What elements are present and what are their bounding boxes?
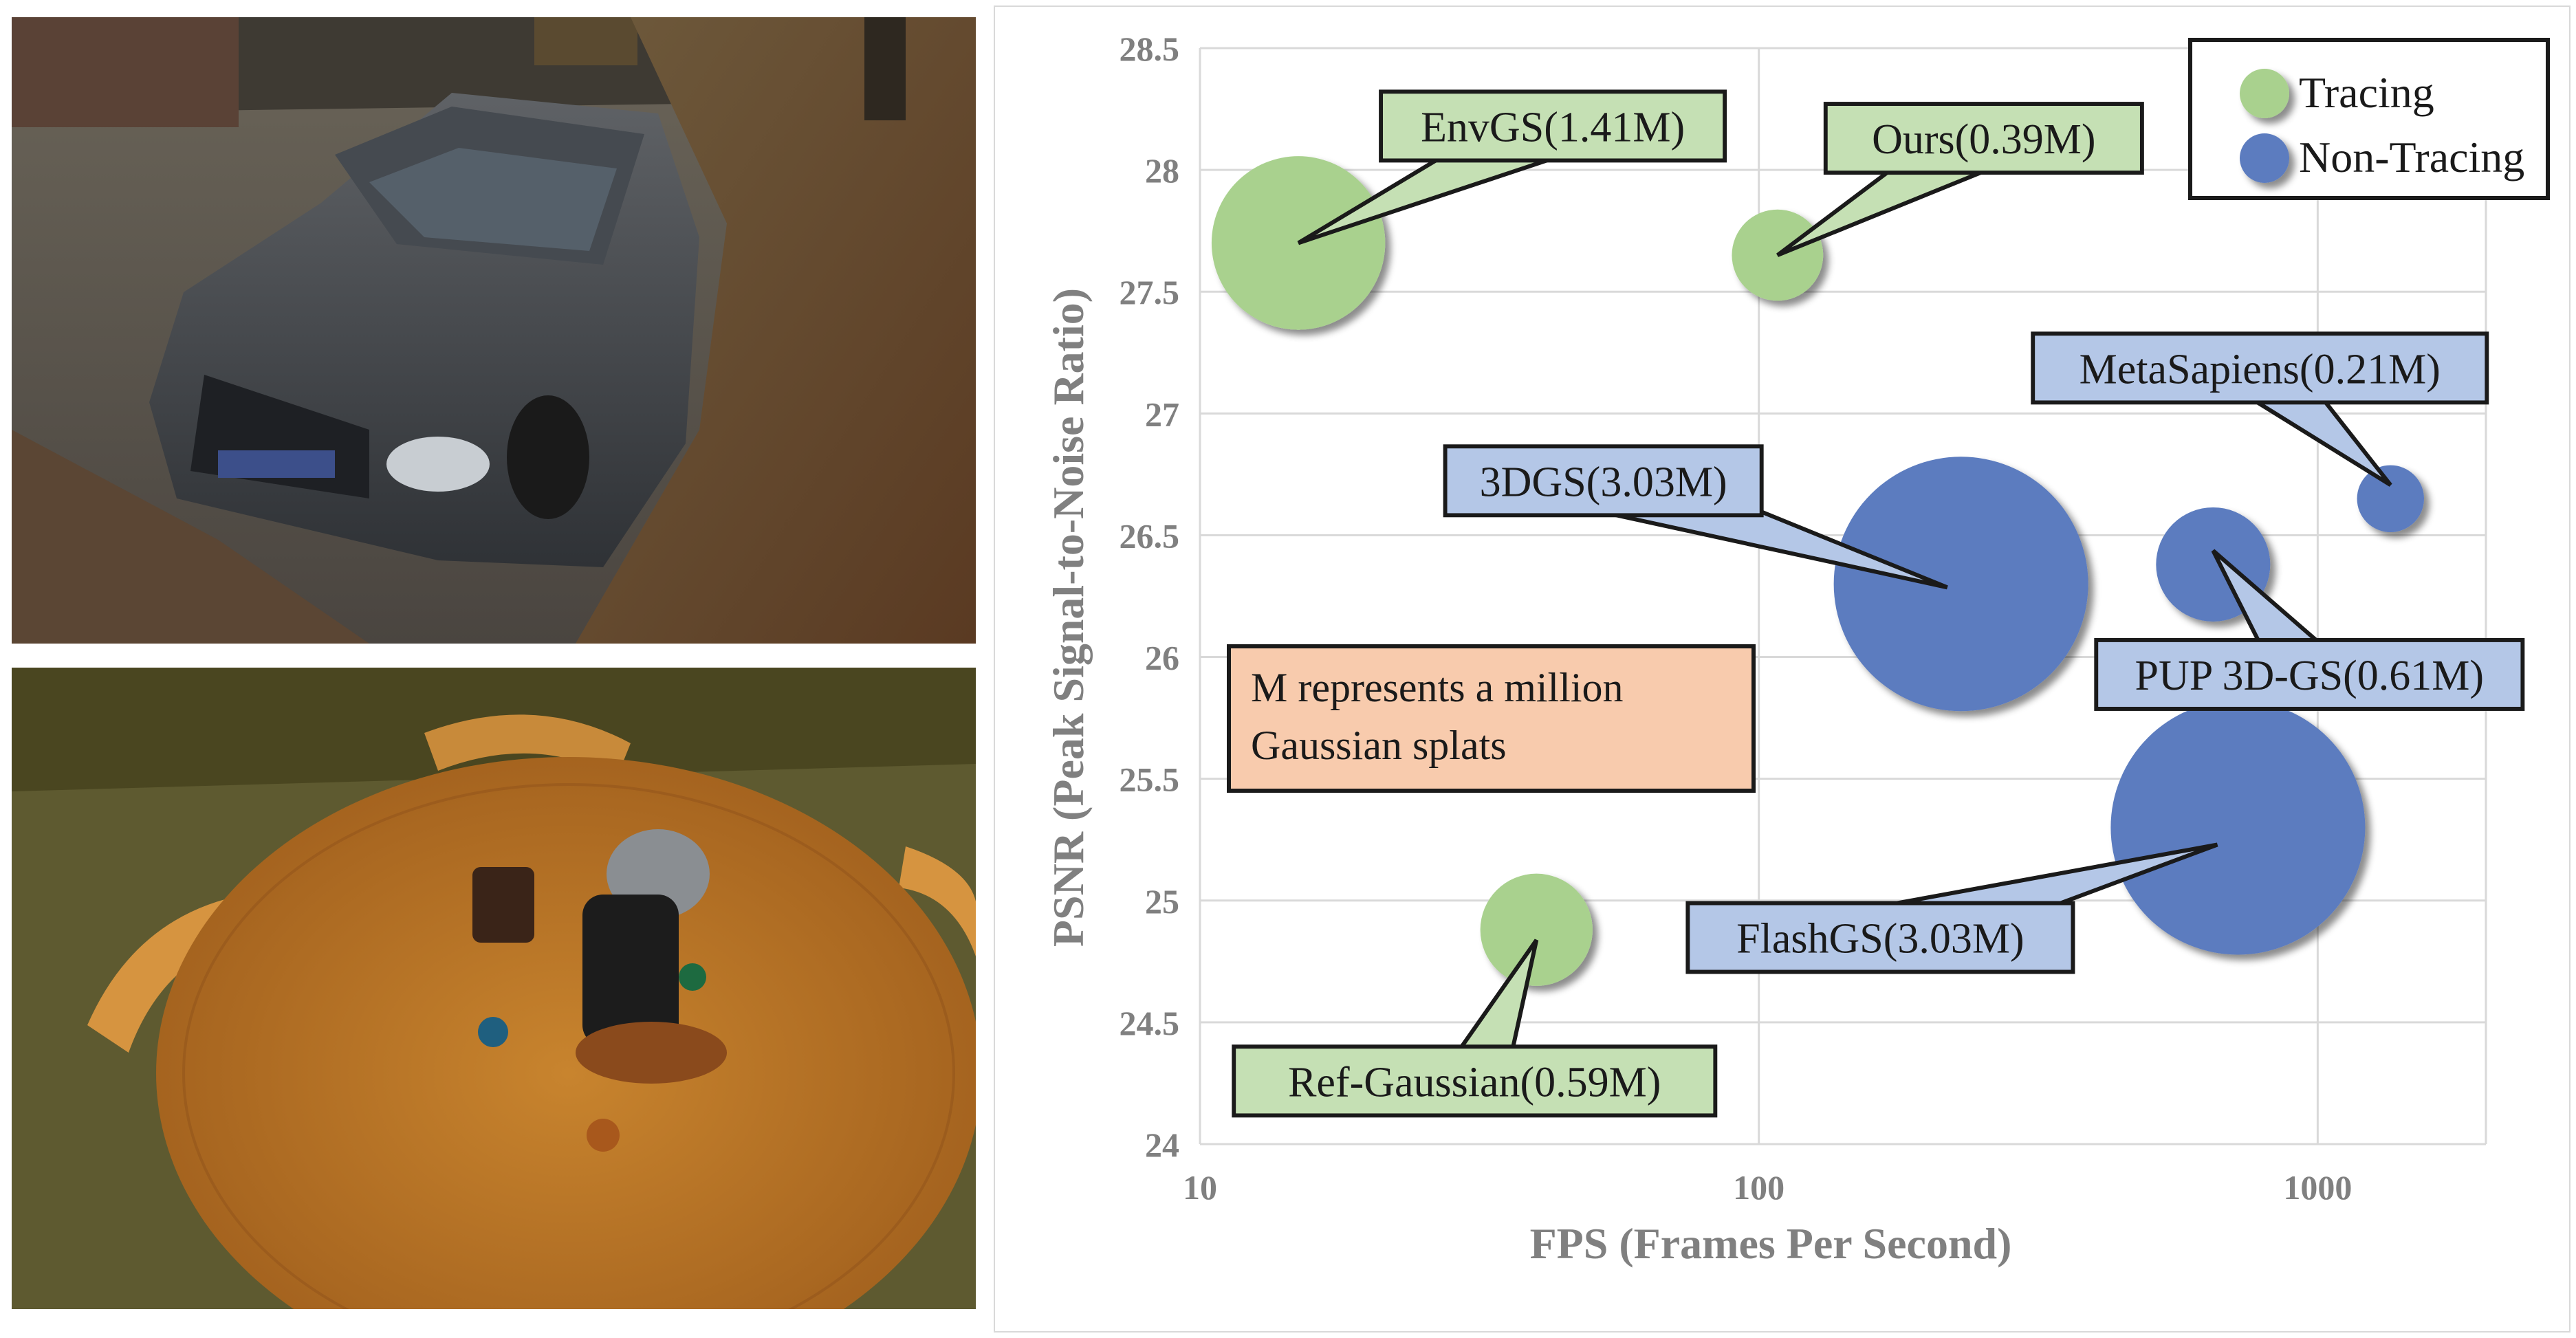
- table-scene-image: [12, 668, 976, 1309]
- bubble-metasapiens: [2357, 465, 2424, 533]
- data-label: Ref-Gaussian(0.59M): [1288, 1059, 1661, 1106]
- data-label: MetaSapiens(0.21M): [2080, 346, 2441, 393]
- callout-fill: [1383, 94, 1723, 159]
- note-line-2: Gaussian splats: [1251, 723, 1507, 768]
- callout-metasapiens: MetaSapiens(0.21M): [2031, 331, 2489, 487]
- car-scene-image: [12, 17, 976, 644]
- callout-3dgs: 3DGS(3.03M): [1443, 444, 1948, 590]
- x-axis-title: FPS (Frames Per Second): [1530, 1219, 2012, 1268]
- legend: Tracing Non-Tracing: [2188, 38, 2550, 200]
- y-tick-label: 27.5: [1120, 273, 1180, 311]
- y-tick-label: 28: [1145, 151, 1179, 190]
- y-tick-label: 26: [1145, 639, 1179, 677]
- y-tick-label: 26.5: [1120, 516, 1180, 555]
- note-box: [1227, 644, 1756, 793]
- y-tick-label: 25.5: [1120, 760, 1180, 799]
- callout-fill: [2035, 336, 2485, 401]
- x-tick-label: 10: [1183, 1168, 1217, 1207]
- data-label: EnvGS(1.41M): [1421, 104, 1685, 151]
- bubble-chart-panel: EnvGS(1.41M) Ours(0.39M) Ref-Gaussian(0.59…: [994, 6, 2570, 1332]
- x-tick-label: 100: [1733, 1168, 1784, 1207]
- y-tick-label: 27: [1145, 395, 1179, 433]
- data-label: PUP 3D-GS(0.61M): [2135, 652, 2485, 699]
- legend-label-non-tracing: Non-Tracing: [2299, 133, 2524, 182]
- bubble-flashgs: [2110, 700, 2366, 955]
- car-photo: [12, 17, 976, 644]
- callout-flashgs: FlashGS(3.03M): [1685, 842, 2218, 974]
- callout-ref-gaussian: Ref-Gaussian(0.59M): [1232, 939, 1718, 1118]
- callout-envgs: EnvGS(1.41M): [1297, 89, 1727, 245]
- bubble-3dgs: [1833, 457, 2088, 712]
- table-photo: [12, 668, 976, 1309]
- data-label: 3DGS(3.03M): [1480, 459, 1727, 505]
- y-tick-label: 24.5: [1120, 1004, 1180, 1042]
- callout-fill: [1690, 905, 2071, 970]
- legend-box: [2188, 38, 2550, 200]
- note-line-1: M represents a million: [1251, 665, 1624, 710]
- y-axis-title: PSNR (Peak Signal-to-Noise Ratio): [1044, 288, 1093, 947]
- callout-pup-3d-gs: PUP 3D-GS(0.61M): [2094, 549, 2525, 711]
- legend-marker-tracing: [2240, 69, 2289, 118]
- y-tick-label: 28.5: [1120, 30, 1180, 68]
- bubble-chart: EnvGS(1.41M) Ours(0.39M) Ref-Gaussian(0.59…: [994, 6, 2570, 1332]
- callout-fill: [1236, 1049, 1714, 1114]
- data-label: FlashGS(3.03M): [1736, 916, 2024, 963]
- y-tick-label: 25: [1145, 882, 1179, 921]
- callout-fill: [2098, 641, 2521, 707]
- y-tick-label: 24: [1145, 1126, 1179, 1164]
- callout-ours: Ours(0.39M): [1776, 102, 2144, 257]
- callout-fill: [1827, 106, 2140, 171]
- x-tick-label: 1000: [2283, 1168, 2352, 1207]
- legend-marker-non-tracing: [2240, 133, 2289, 183]
- bubble-ref-gaussian: [1480, 873, 1593, 986]
- callout-fill: [1447, 448, 1760, 514]
- data-label: Ours(0.39M): [1872, 116, 2095, 163]
- legend-label-tracing: Tracing: [2299, 68, 2434, 117]
